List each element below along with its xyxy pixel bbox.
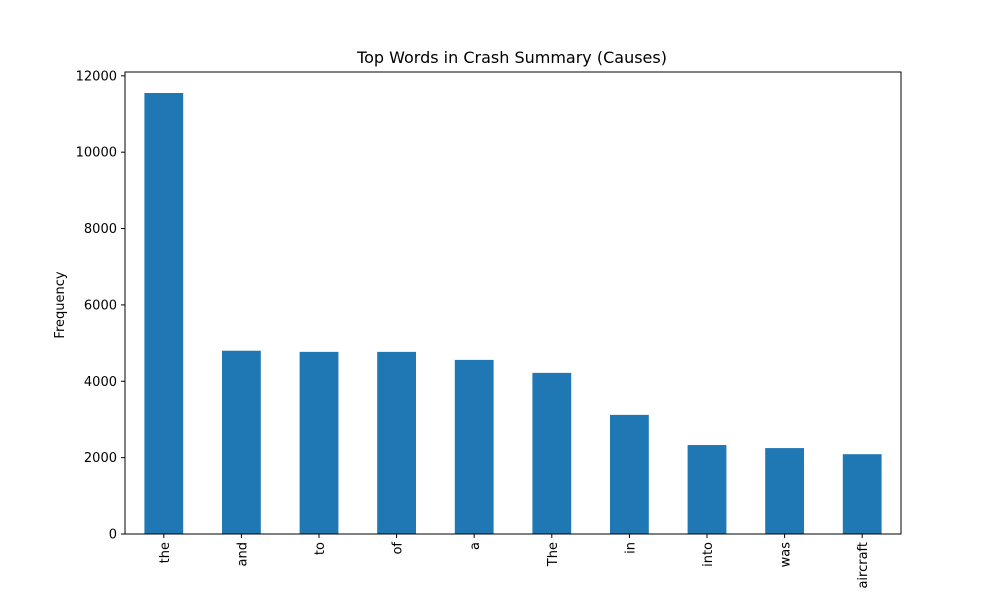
bar-in	[610, 414, 649, 534]
x-tick-label: and	[235, 542, 250, 566]
y-tick-label: 12000	[76, 69, 117, 84]
bar-and	[222, 350, 261, 534]
y-tick-label: 10000	[76, 146, 117, 161]
x-axis-ticks: the and to of a The in into was aircraft	[158, 534, 871, 589]
y-tick-label: 4000	[84, 375, 117, 390]
bar-into	[687, 445, 727, 534]
bar-the	[532, 372, 572, 534]
x-tick-label: aircraft	[856, 542, 871, 589]
x-tick-label: to	[313, 542, 328, 555]
x-tick-label: into	[701, 542, 716, 567]
bar-the	[144, 93, 184, 534]
bar-of	[377, 351, 416, 534]
y-tick-label: 8000	[84, 222, 117, 237]
bars-group	[144, 93, 882, 534]
plot-area-frame	[124, 71, 902, 535]
chart-title: Top Words in Crash Summary (Causes)	[356, 48, 667, 67]
y-axis-ticks: 0 2000 4000 6000 8000 10000 12000	[76, 69, 125, 543]
y-tick-label: 2000	[84, 451, 117, 466]
y-axis-label: Frequency	[53, 271, 68, 338]
bar-to	[299, 351, 339, 534]
x-tick-label: of	[391, 542, 406, 555]
x-tick-label: the	[158, 542, 173, 563]
x-tick-label: a	[468, 542, 483, 550]
y-tick-label: 0	[109, 528, 117, 543]
x-tick-label: was	[779, 542, 794, 568]
x-tick-label: in	[623, 542, 638, 554]
y-tick-label: 6000	[84, 298, 117, 313]
bar-a	[454, 359, 494, 534]
bar-was	[765, 448, 804, 534]
x-tick-label: The	[546, 542, 561, 567]
bar-aircraft	[842, 454, 882, 534]
